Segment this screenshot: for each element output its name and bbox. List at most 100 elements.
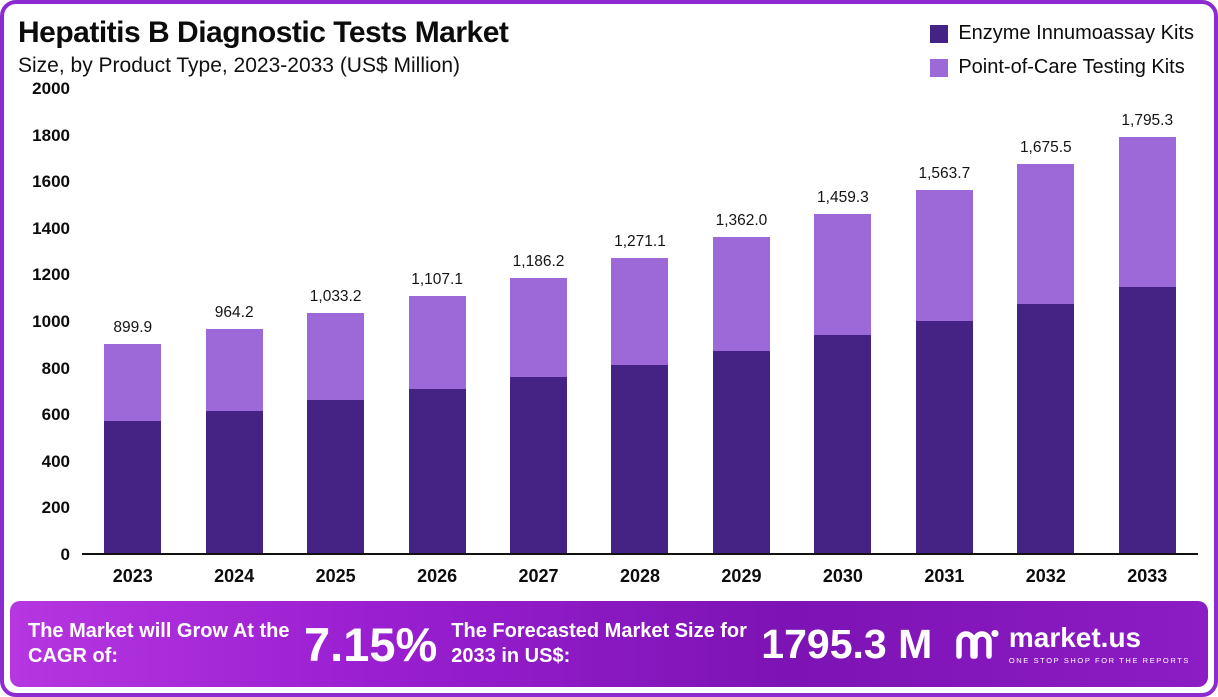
x-axis-label: 2029 [721,565,762,586]
bar-segment-enzyme[interactable] [104,420,162,553]
x-axis-label: 2027 [518,565,559,586]
cagr-label: The Market will Grow At the CAGR of: [28,620,290,667]
brand-name: market.us [1008,621,1142,653]
bar-group: 1,563.7 [894,89,995,553]
x-axis-label: 2028 [619,565,661,586]
x-axis: 2023 2024 2025 2026 2027 2028 2029 2030 2031 2032… [82,555,1198,597]
bar-total-label: 1,271.1 [614,233,666,251]
legend-swatch-enzyme [930,24,949,43]
bar-group: 1,459.3 [792,89,893,553]
bar-total-label: 1,795.3 [1121,111,1174,129]
bar-group: 1,107.1 [386,89,487,553]
forecast-label: The Forecasted Market Size for 2033 in U… [451,620,747,667]
bar-stack[interactable] [712,237,770,553]
bar-group: 964.2 [183,89,284,553]
bar-segment-enzyme[interactable] [915,320,973,553]
bar-stack[interactable] [915,190,973,553]
bar-segment-enzyme[interactable] [408,389,466,553]
bar-total-label: 1,107.1 [411,271,463,289]
y-axis-tick-label: 0 [60,545,70,564]
bar-group: 1,362.0 [691,89,792,553]
x-axis-label: 2024 [214,565,255,586]
legend-label-enzyme: Enzyme Innumoassay Kits [958,22,1194,44]
bar-total-label: 1,675.5 [1019,139,1072,157]
brand-tagline: ONE STOP SHOP FOR THE REPORTS [1008,655,1190,665]
bar-segment-enzyme[interactable] [1017,304,1075,553]
bar-group: 1,675.5 [995,89,1096,553]
bar-total-label: 1,186.2 [512,252,565,270]
bar-segment-enzyme[interactable] [205,411,263,553]
y-axis-tick-label: 2000 [32,79,70,98]
market-us-logo[interactable]: market.us ONE STOP SHOP FOR THE REPORTS [954,621,1190,665]
bar-segment-enzyme[interactable] [712,350,770,553]
chart-header: Hepatitis B Diagnostic Tests Market Size… [4,4,1214,79]
bar-segment-poc[interactable] [915,190,973,321]
legend-item-enzyme[interactable]: Enzyme Innumoassay Kits [930,22,1194,45]
bar-group: 1,271.1 [589,89,690,553]
bar-group: 1,795.3 [1097,89,1198,553]
legend: Enzyme Innumoassay Kits Point-of-Care Te… [930,16,1194,79]
bar-segment-poc[interactable] [712,237,770,351]
y-axis-tick-label: 1400 [32,218,70,238]
x-axis-label: 2032 [1025,565,1066,586]
bar-group: 899.9 [82,89,183,553]
page-title: Hepatitis B Diagnostic Tests Market [18,16,509,49]
y-axis-tick-label: 1200 [32,265,70,285]
x-axis-label: 2026 [417,565,458,586]
title-block: Hepatitis B Diagnostic Tests Market Size… [18,16,509,79]
bar-segment-enzyme[interactable] [307,400,365,553]
bar-segment-poc[interactable] [1017,164,1075,305]
bar-stack[interactable] [104,344,162,553]
bar-segment-enzyme[interactable] [814,335,872,553]
y-axis-tick-label: 400 [41,451,70,471]
bar-group: 1,186.2 [488,89,589,553]
bar-total-label: 1,459.3 [817,189,869,207]
chart-subtitle: Size, by Product Type, 2023-2033 (US$ Mi… [18,54,461,77]
bar-segment-enzyme[interactable] [1118,286,1176,553]
x-axis-label: 2023 [112,565,153,586]
bar-stack[interactable] [408,296,466,553]
footer-banner: The Market will Grow At the CAGR of: 7.1… [10,601,1208,687]
y-axis-tick-label: 1600 [32,172,70,192]
legend-label-poc: Point-of-Care Testing Kits [958,56,1185,78]
bar-segment-enzyme[interactable] [611,364,669,553]
bar-stack[interactable] [611,258,669,553]
bar-stack[interactable] [1017,164,1075,553]
y-axis: 2000 1800 1600 1400 1200 1000 800 600 400 200 0 [10,79,82,564]
forecast-value: 1795.3 M [761,620,933,667]
bar-total-label: 1,362.0 [715,212,768,230]
x-axis-label: 2033 [1127,565,1168,586]
y-axis-tick-label: 1000 [32,312,70,331]
bar-segment-poc[interactable] [307,313,365,401]
market-us-logo-icon [956,629,999,659]
bar-stack[interactable] [307,313,365,553]
axis-corner [10,555,82,597]
bar-total-label: 899.9 [113,319,153,337]
bar-group: 1,033.2 [285,89,386,553]
bar-segment-poc[interactable] [408,296,466,390]
bar-segment-poc[interactable] [814,214,872,336]
legend-item-poc[interactable]: Point-of-Care Testing Kits [930,56,1194,79]
bar-segment-poc[interactable] [510,277,568,378]
y-axis-tick-label: 600 [41,405,70,425]
x-axis-label: 2025 [315,565,356,586]
bar-segment-poc[interactable] [1118,136,1176,287]
x-axis-label: 2031 [924,565,965,586]
cagr-value: 7.15% [304,617,438,671]
brand-text: market.us ONE STOP SHOP FOR THE REPORTS [1008,621,1190,665]
plot-area: 899.9 964.2 1,033.2 1,107.1 1,186.2 1,271.1 1,… [82,89,1198,555]
y-axis-tick-label: 800 [41,358,70,378]
bar-segment-poc[interactable] [104,344,162,421]
bar-segment-poc[interactable] [205,329,263,412]
bar-stack[interactable] [510,277,568,553]
chart-area: 2000 1800 1600 1400 1200 1000 800 600 400 200 0 89… [4,79,1214,597]
y-axis-tick-label: 200 [41,498,70,518]
bar-segment-enzyme[interactable] [510,377,568,553]
bar-stack[interactable] [814,214,872,553]
bar-stack[interactable] [1118,136,1176,554]
bar-segment-poc[interactable] [611,258,669,365]
bar-stack[interactable] [205,329,263,553]
legend-swatch-poc [930,58,949,77]
bar-total-label: 1,033.2 [309,288,362,306]
